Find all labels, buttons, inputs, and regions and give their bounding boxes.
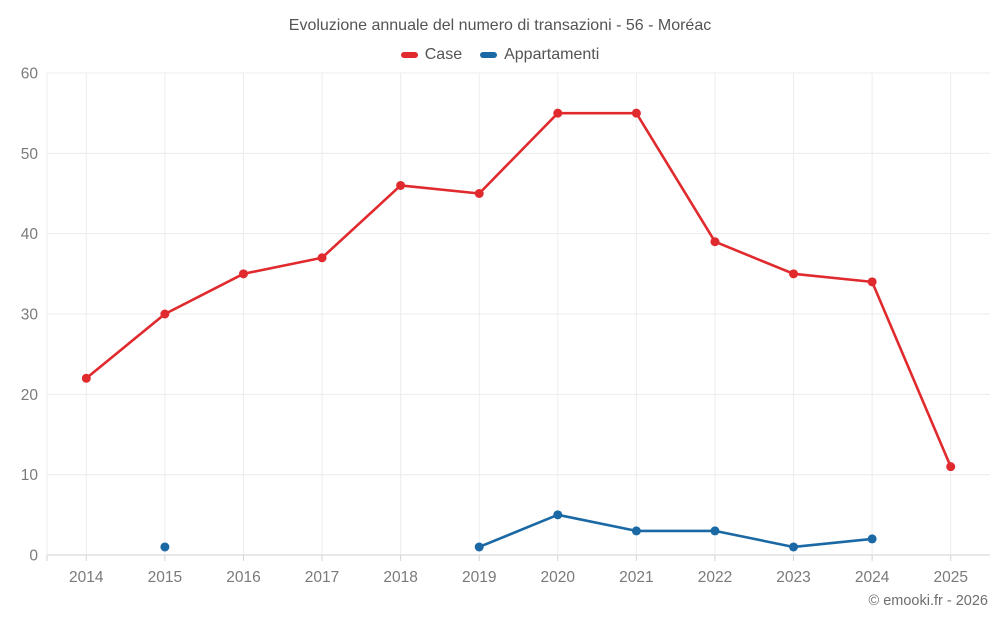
appartamenti-data-point-2020[interactable] [553,510,563,520]
x-axis-tick-label: 2019 [462,569,496,586]
y-axis-tick-label: 40 [21,226,39,243]
x-axis-tick-label: 2024 [855,569,890,586]
case-data-point-2014[interactable] [81,373,91,383]
appartamenti-data-point-2015[interactable] [160,542,170,552]
appartamenti-legend-swatch [480,52,498,58]
case-data-point-2023[interactable] [789,269,799,279]
appartamenti-data-point-2021[interactable] [631,526,641,536]
appartamenti-data-point-2023[interactable] [789,542,799,552]
case-legend-swatch [400,52,418,58]
y-axis-tick-label: 50 [21,146,39,163]
y-axis-tick-label: 60 [21,66,39,83]
x-axis-tick-label: 2016 [226,569,260,586]
y-axis-tick-label: 0 [29,548,38,565]
appartamenti-series-line [477,513,874,549]
case-data-point-2018[interactable] [396,180,406,190]
appartamenti-data-point-2024[interactable] [867,534,877,544]
appartamenti-data-point-2022[interactable] [710,526,720,536]
x-axis-tick-label: 2014 [69,569,104,586]
y-axis-tick-label: 30 [21,307,39,324]
x-axis-tick-label: 2017 [305,569,339,586]
x-axis-tick-label: 2025 [933,569,967,586]
x-axis-tick-label: 2023 [776,569,810,586]
x-axis-tick-label: 2018 [383,569,417,586]
case-data-point-2021[interactable] [631,108,641,118]
y-axis-tick-label: 20 [21,387,39,404]
case-data-point-2024[interactable] [867,277,877,287]
legend-label-case: Case [424,46,463,63]
case-data-point-2017[interactable] [317,253,327,263]
legend-item-appartamenti[interactable]: Appartamenti [480,46,599,64]
legend-label-appartamenti: Appartamenti [504,46,600,63]
legend-item-case[interactable]: Case [400,46,463,64]
x-axis-tick-label: 2022 [698,569,732,586]
x-axis-tick-label: 2020 [541,569,576,586]
chart-title: Evoluzione annuale del numero di transaz… [288,17,712,34]
appartamenti-data-point-2019[interactable] [474,542,484,552]
x-axis-tick-label: 2021 [619,569,653,586]
case-series-line [84,111,953,468]
case-data-point-2025[interactable] [946,462,956,472]
x-axis-tick-label: 2015 [148,569,182,586]
case-data-point-2019[interactable] [474,189,484,198]
legend: Case Appartamenti [0,46,1000,64]
case-data-point-2016[interactable] [238,269,248,279]
case-data-point-2015[interactable] [160,309,170,319]
case-data-point-2022[interactable] [710,237,720,247]
y-axis-tick-label: 10 [21,467,39,484]
case-data-point-2020[interactable] [553,108,563,118]
copyright-text: © emooki.fr - 2026 [868,593,988,609]
